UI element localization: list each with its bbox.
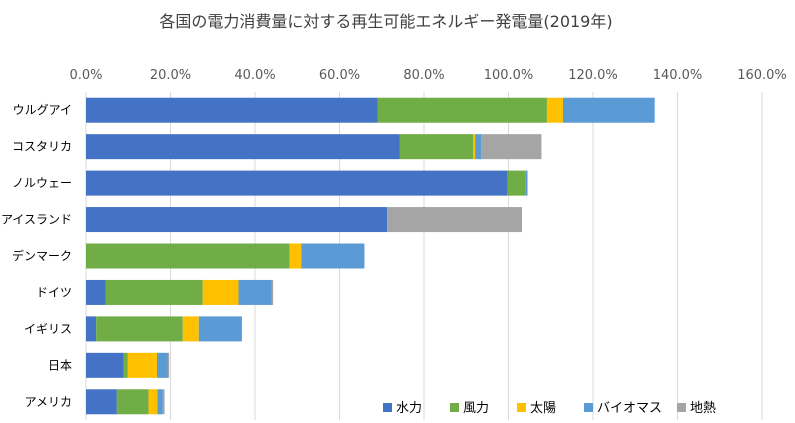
legend-swatch <box>383 403 392 412</box>
bar-segment <box>86 207 388 233</box>
x-tick-label: 0.0% <box>69 68 102 83</box>
bar-segment <box>116 389 149 415</box>
legend-label: 風力 <box>463 401 489 416</box>
bar-segment <box>563 97 655 123</box>
bar-segment <box>301 243 365 269</box>
legend-swatch <box>677 403 686 412</box>
bar-segment <box>198 316 242 342</box>
x-tick-label: 160.0% <box>737 68 787 83</box>
bar-segment <box>481 134 542 160</box>
bar-segment <box>271 279 274 305</box>
x-tick-label: 120.0% <box>568 68 618 83</box>
bar-segment <box>86 243 290 269</box>
category-label: 日本 <box>48 358 72 372</box>
bar-segment <box>507 170 526 196</box>
bar-segment <box>399 134 474 160</box>
bar-segment <box>473 134 476 160</box>
legend-label: 水力 <box>396 401 422 416</box>
bar-segment <box>86 97 378 123</box>
bar-segment <box>182 316 199 342</box>
bar-segment <box>123 352 128 378</box>
legend-label: バイオマス <box>597 401 662 416</box>
legend-swatch <box>584 403 593 412</box>
bar-segment <box>546 97 564 123</box>
bar-segment <box>86 389 117 415</box>
legend-swatch <box>450 403 459 412</box>
bar-segment <box>162 389 165 415</box>
bar-segment <box>238 279 272 305</box>
x-axis: 0.0% 20.0% 40.0% 60.0% 80.0% 100.0% 120.0% 140.… <box>69 68 786 83</box>
category-label: デンマーク <box>12 248 72 263</box>
bar-segment <box>86 316 97 342</box>
bar-segment <box>525 170 528 196</box>
x-tick-label: 40.0% <box>234 68 275 83</box>
bar-segment <box>105 279 203 305</box>
bar-segment <box>157 389 163 415</box>
bar-segment <box>86 170 508 196</box>
bar-segment <box>202 279 239 305</box>
x-tick-label: 60.0% <box>319 68 360 83</box>
category-label: ノルウェー <box>12 176 72 190</box>
bar-segment <box>387 207 523 233</box>
bar-segment <box>127 352 157 378</box>
legend-label: 太陽 <box>530 401 556 416</box>
bar-segment <box>377 97 547 123</box>
legend-swatch <box>517 403 526 412</box>
bar-segment <box>148 389 158 415</box>
category-label: ウルグアイ <box>13 103 72 117</box>
bar-segment <box>156 352 168 378</box>
x-tick-label: 20.0% <box>150 68 191 83</box>
x-tick-label: 140.0% <box>653 68 703 83</box>
category-label: アイスランド <box>1 213 72 227</box>
bar-segment <box>86 279 106 305</box>
category-label: ドイツ <box>36 285 72 299</box>
category-label: アメリカ <box>25 395 72 409</box>
category-label: コスタリカ <box>12 140 72 154</box>
x-tick-label: 100.0% <box>484 68 534 83</box>
x-tick-label: 80.0% <box>403 68 444 83</box>
bar-segment <box>96 316 183 342</box>
chart-title: 各国の電力消費量に対する再生可能エネルギー発電量(2019年) <box>159 12 612 31</box>
bars <box>86 97 655 415</box>
bar-segment <box>167 352 170 378</box>
legend-label: 地熱 <box>690 401 716 416</box>
category-label: イギリス <box>24 322 72 336</box>
legend: 水力 風力 太陽 バイオマス 地熱 <box>383 401 716 416</box>
bar-segment <box>86 134 400 160</box>
bar-segment <box>86 352 124 378</box>
bar-segment <box>475 134 482 160</box>
bar-segment <box>289 243 302 269</box>
